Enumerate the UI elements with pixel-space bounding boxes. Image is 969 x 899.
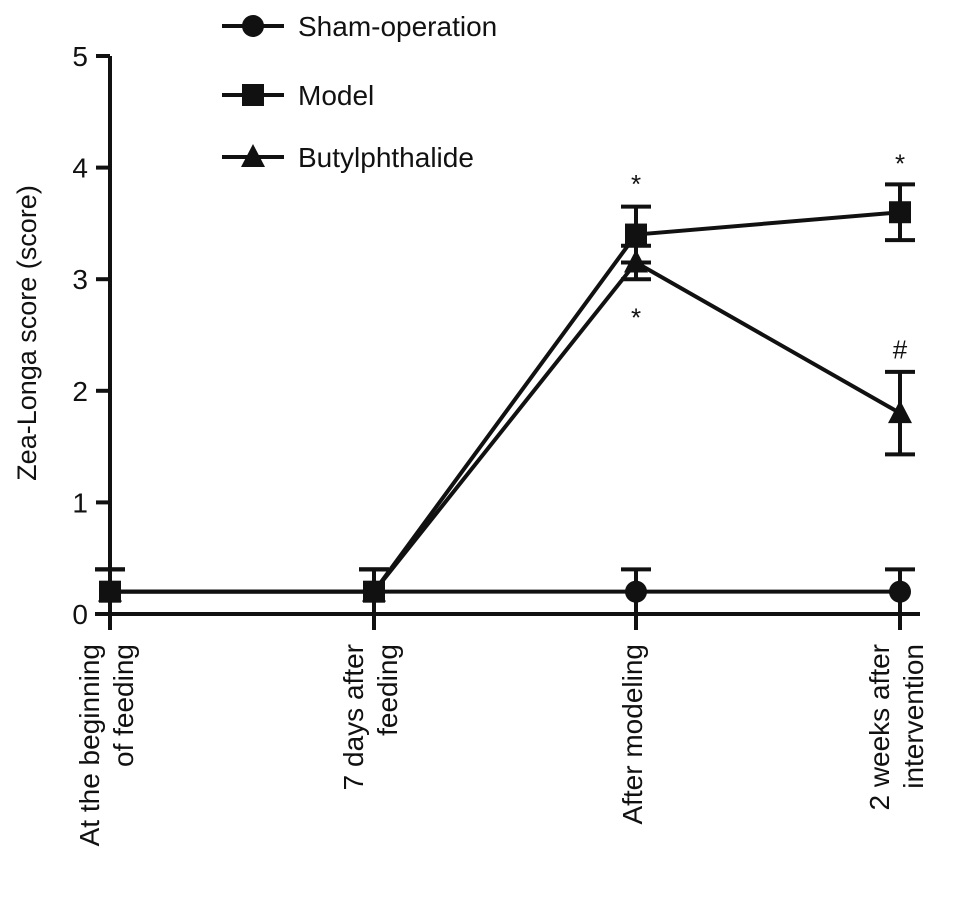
x-tick-label: At the beginning [74,644,105,846]
significance-annotation: * [895,149,905,179]
y-axis: 0 1 2 3 4 5 [72,41,112,630]
legend-label: Sham-operation [298,11,497,42]
legend-marker-square [242,84,264,106]
x-tick-label: of feeding [108,644,139,767]
significance-annotation: # [893,334,908,364]
y-axis-label: Zea-Longa score (score) [12,185,42,481]
x-tick-label: 2 weeks after [864,644,895,811]
y-tick-label: 2 [72,376,88,407]
data-point-triangle [624,249,648,273]
legend-label: Butylphthalide [298,142,474,173]
legend: Sham-operation Model Butylphthalide [222,11,497,173]
x-tick-label: After modeling [617,644,648,825]
data-point-triangle [98,578,122,602]
annotation-layer: * * * # [631,149,908,365]
series-line-square [110,210,901,594]
legend-label: Model [298,80,374,111]
legend-marker-triangle [241,144,265,167]
y-tick-label: 5 [72,41,88,72]
data-point-square [889,201,911,224]
x-axis: At the beginning of feeding 7 days after fe… [74,612,929,846]
y-tick-label: 4 [72,153,88,184]
y-tick-label: 3 [72,264,88,295]
x-tick-label: intervention [898,644,929,789]
series-line-triangle [110,260,901,594]
y-tick-label: 0 [72,599,88,630]
x-tick-label: 7 days after [338,644,369,790]
series-layer [95,182,915,616]
data-point-circle [625,580,647,603]
legend-marker-circle [242,15,264,37]
data-point-triangle [362,578,386,602]
data-point-circle [889,580,911,603]
data-point-square [625,223,647,246]
x-tick-label: feeding [372,644,403,736]
significance-annotation: * [631,169,641,199]
y-tick-label: 1 [72,487,88,518]
data-point-triangle [888,400,912,424]
significance-annotation: * [631,303,641,333]
